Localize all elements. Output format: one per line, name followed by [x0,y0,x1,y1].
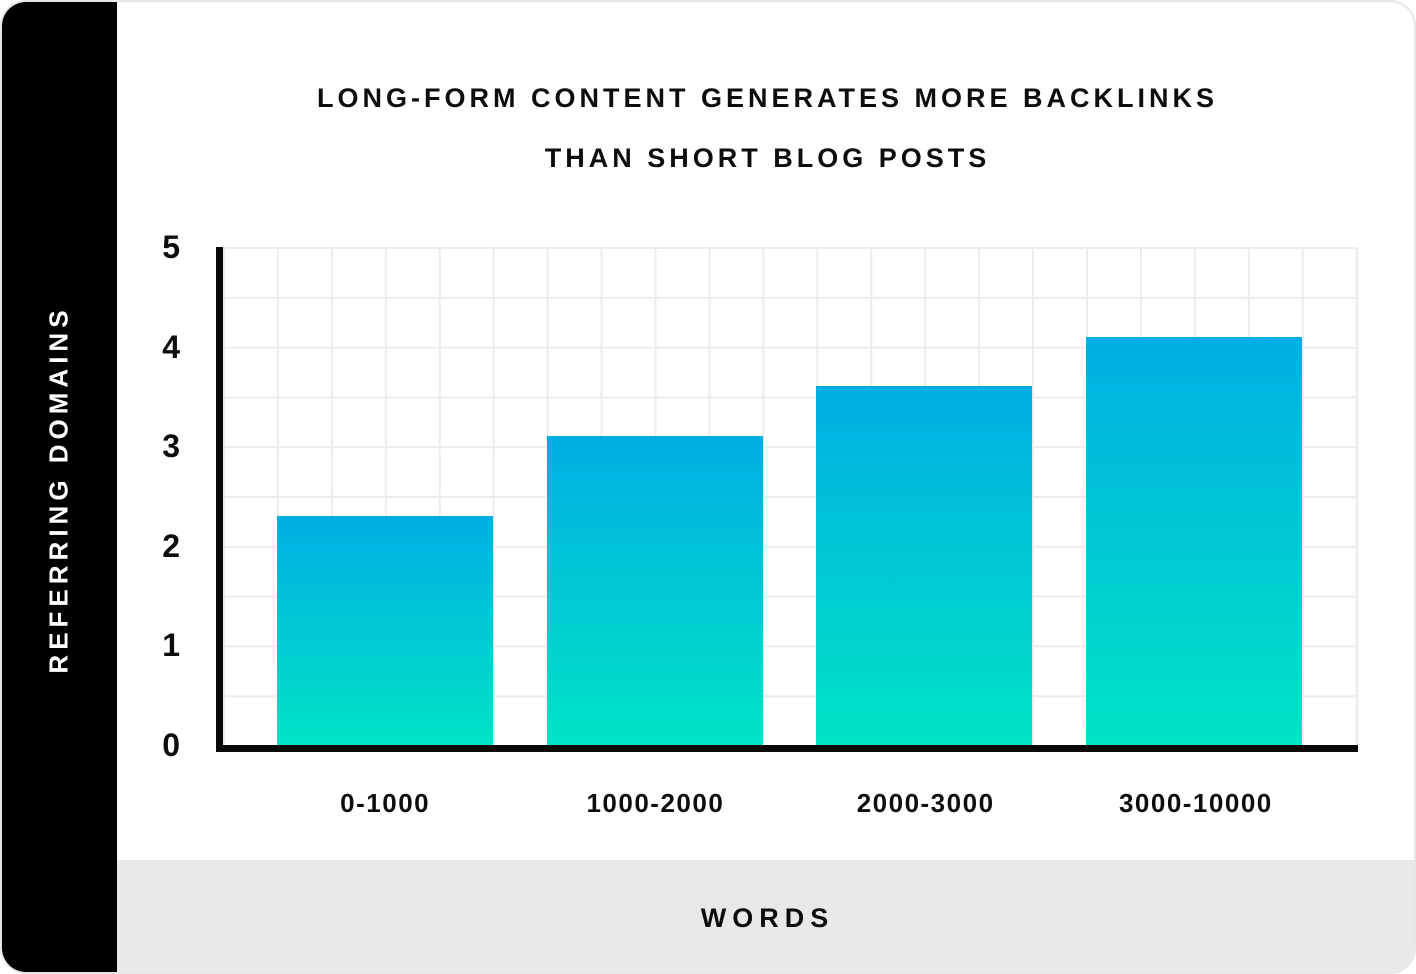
bar-1000-2000 [546,436,763,745]
y-tick-4: 4 [162,328,180,365]
bar-3000-10000 [1086,336,1303,745]
x-tick-3000-10000: 3000-10000 [1118,788,1273,818]
x-tick-2000-3000: 2000-3000 [856,788,995,818]
y-tick-5: 5 [162,229,180,265]
x-axis-title: WORDS [700,902,835,933]
y-tick-1: 1 [162,627,180,664]
y-axis-label-band: REFERRING DOMAINS [2,2,117,972]
y-tick-0: 0 [162,727,180,763]
bar-0-1000 [276,515,493,745]
y-axis-ticks: 5 4 3 2 1 0 [122,231,198,761]
plot-area [223,247,1358,745]
y-axis-line [216,247,223,752]
y-tick-3: 3 [162,428,180,465]
chart-title-line2: THAN SHORT BLOG POSTS [544,143,991,173]
x-tick-0-1000: 0-1000 [340,788,431,818]
x-axis-tick-labels: 0-1000 1000-2000 2000-3000 3000-10000 [223,778,1358,828]
chart-title-line1: LONG-FORM CONTENT GENERATES MORE BACKLIN… [317,83,1218,113]
x-axis-label-band: WORDS [117,860,1414,972]
x-tick-1000-2000: 1000-2000 [586,788,725,818]
x-axis-line [216,745,1358,752]
bar-2000-3000 [816,386,1033,745]
y-tick-2: 2 [162,527,180,564]
y-axis-title: REFERRING DOMAINS [44,304,74,674]
chart-title: LONG-FORM CONTENT GENERATES MORE BACKLIN… [117,68,1414,188]
